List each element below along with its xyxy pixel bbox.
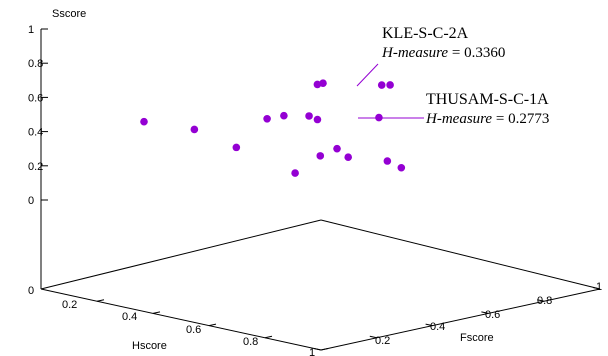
x-tick-mark (320, 348, 329, 351)
data-point (333, 144, 341, 153)
z-tick-label: 0.6 (28, 92, 43, 104)
y-axis-title: Fscore (460, 332, 494, 344)
data-point (190, 125, 199, 134)
x-tick-label: 0.6 (186, 324, 201, 336)
y-tick-mark (537, 299, 545, 302)
annotation-thusam: THUSAM-S-C-1A H-measure = 0.2773 (358, 91, 549, 127)
annotation-kle-measure-label: H-measure (381, 45, 448, 61)
data-points (140, 79, 406, 177)
y-tick-label: 0.4 (430, 321, 445, 333)
annotation-kle-value: 0.3360 (464, 45, 505, 61)
z-tick-label: 0.4 (28, 127, 43, 139)
floor-back-edge (40, 219, 322, 290)
x-tick-label: 0.8 (243, 336, 258, 348)
y-tick-mark (425, 323, 433, 327)
z-tick-label: 0 (28, 195, 34, 207)
floor-right-edge (320, 219, 601, 290)
x-tick-label: 0.4 (122, 311, 137, 323)
data-point (344, 153, 353, 162)
x-tick-mark (152, 311, 161, 314)
y-axis-line (320, 288, 601, 351)
x-tick-mark (208, 323, 217, 327)
y-tick-mark (369, 335, 377, 339)
y-tick-mark (313, 348, 322, 351)
annotation-thusam-measure-label: H-measure (425, 111, 492, 127)
data-point (316, 152, 325, 160)
z-axis-title: Sscore (52, 8, 86, 20)
floor-origin-label: 0 (28, 285, 34, 297)
data-point (319, 79, 327, 88)
annotation-thusam-name: THUSAM-S-C-1A (426, 91, 549, 108)
x-tick-label: 0.2 (62, 299, 77, 311)
data-point (232, 143, 241, 152)
data-point (377, 81, 386, 89)
annotation-kle-name: KLE-S-C-2A (382, 25, 469, 42)
y-tick-mark (592, 287, 601, 290)
data-point (263, 114, 271, 123)
y-tick-label: 0.2 (375, 335, 390, 347)
annotation-kle-equals: = (448, 45, 464, 61)
data-point (291, 169, 299, 177)
y-tick-label: 1 (596, 281, 602, 293)
data-point (305, 112, 313, 120)
data-point (313, 115, 322, 124)
x-tick-mark (264, 335, 273, 339)
x-axis-title: Hscore (132, 340, 167, 352)
data-point (397, 163, 406, 172)
annotation-thusam-equals: = (492, 111, 508, 127)
z-tick-label: 1 (28, 24, 34, 36)
x-tick-mark (96, 299, 105, 302)
y-ticks: 0.2 0.4 0.6 0.8 1 (313, 281, 602, 351)
annotation-kle-leader (356, 63, 379, 87)
axes-frame (40, 29, 601, 351)
annotation-thusam-value-line: H-measure = 0.2773 (425, 111, 549, 127)
y-tick-label: 0.8 (537, 295, 552, 307)
z-tick-label: 0.8 (28, 58, 43, 70)
data-point (280, 111, 288, 120)
data-point (386, 81, 394, 89)
annotation-kle-value-line: H-measure = 0.3360 (381, 45, 505, 61)
data-point (383, 157, 392, 165)
x-ticks: 0.2 0.4 0.6 0.8 1 (62, 299, 329, 356)
x-axis-line (40, 288, 322, 351)
annotation-kle: KLE-S-C-2A H-measure = 0.3360 (356, 25, 505, 87)
z-tick-label: 0.2 (28, 161, 43, 173)
annotation-thusam-value: 0.2773 (508, 111, 549, 127)
z-ticks: 0 0.2 0.4 0.6 0.8 1 (28, 24, 48, 207)
x-tick-label: 1 (309, 347, 315, 356)
y-tick-label: 0.6 (485, 309, 500, 321)
data-point (140, 117, 148, 126)
y-tick-mark (481, 311, 489, 314)
